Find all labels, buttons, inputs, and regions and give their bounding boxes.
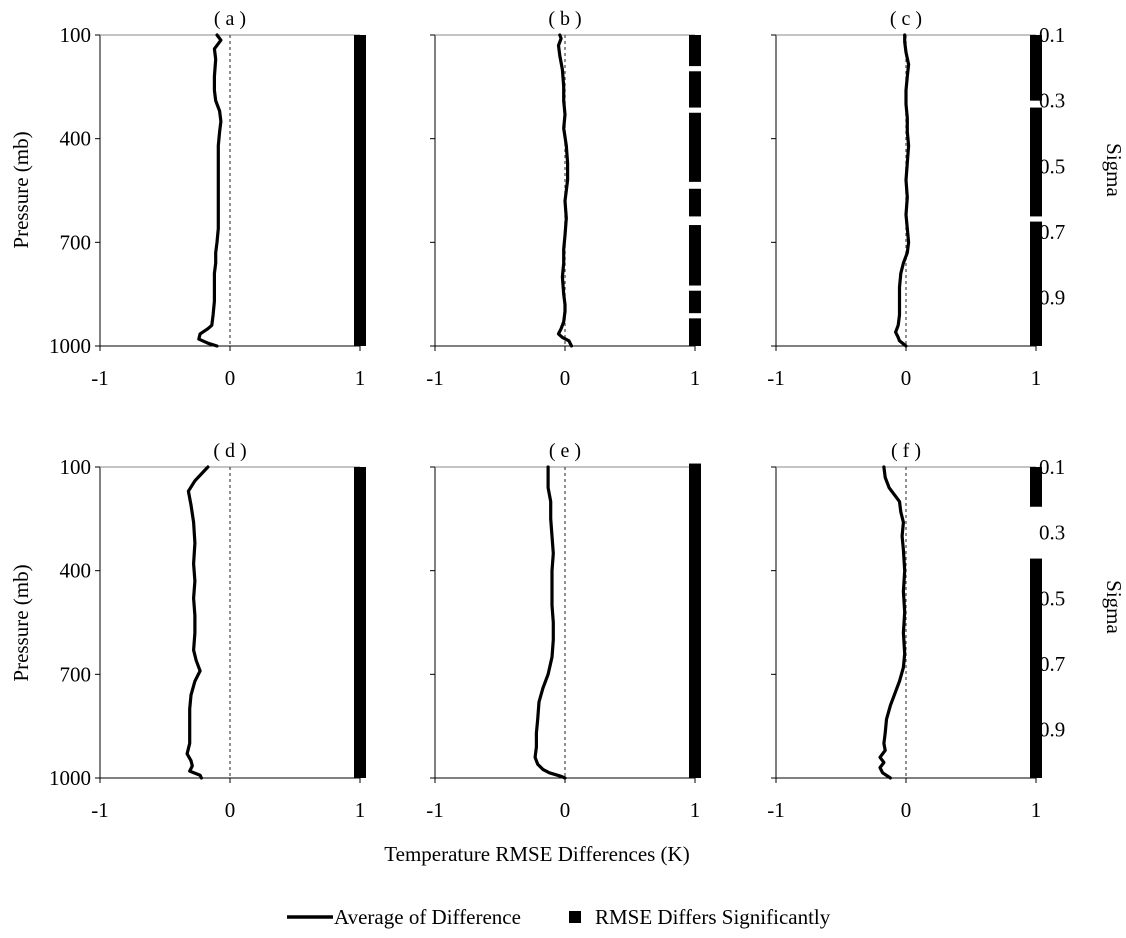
- x-tick-label: 0: [560, 798, 571, 822]
- legend-marker-swatch: [569, 911, 581, 923]
- panel-title: ( c ): [890, 8, 922, 30]
- sigma-tick-label: 0.9: [1039, 286, 1065, 310]
- significance-marker: [689, 463, 701, 778]
- significance-marker: [689, 225, 701, 286]
- significance-marker: [1030, 558, 1042, 778]
- y-tick-label: 700: [60, 230, 92, 254]
- significance-marker: [689, 188, 701, 217]
- y-tick-label: 400: [60, 559, 92, 583]
- x-tick-label: 1: [355, 366, 366, 390]
- significance-marker: [1030, 467, 1042, 507]
- x-tick-label: 0: [901, 798, 912, 822]
- significance-marker: [689, 290, 701, 314]
- panel-title: ( e ): [549, 440, 581, 462]
- legend: Average of Difference RMSE Differs Signi…: [287, 905, 831, 929]
- x-tick-label: 1: [1031, 798, 1042, 822]
- x-tick-label: 0: [225, 798, 236, 822]
- y-tick-label: 700: [60, 662, 92, 686]
- panel-f: -1 0 1 0.1 0.3 0.5 0.7 0.9 ( f ): [767, 440, 1065, 822]
- significance-marker: [689, 318, 701, 346]
- panel-c: -1 0 1 0.1 0.3 0.5 0.7 0.9 ( c ): [767, 8, 1065, 390]
- panel-title: ( b ): [548, 8, 581, 30]
- sigma-tick-label: 0.7: [1039, 652, 1065, 676]
- x-tick-label: -1: [426, 798, 444, 822]
- y-tick-label: 1000: [49, 766, 91, 790]
- y-tick-label: 100: [60, 455, 92, 479]
- average-difference-line: [185, 465, 210, 780]
- y-tick-label: 100: [60, 23, 92, 47]
- sigma-axis-title-bottom: Sigma: [1102, 580, 1126, 634]
- average-difference-line: [533, 465, 567, 780]
- sigma-tick-label: 0.7: [1039, 220, 1065, 244]
- x-tick-label: -1: [767, 366, 785, 390]
- sigma-tick-label: 0.1: [1039, 455, 1065, 479]
- legend-line-label: Average of Difference: [334, 905, 521, 929]
- significance-marker: [689, 112, 701, 182]
- significance-marker: [354, 467, 366, 778]
- significance-marker: [689, 35, 701, 67]
- x-tick-label: -1: [426, 366, 444, 390]
- x-tick-label: -1: [767, 798, 785, 822]
- x-tick-label: 1: [355, 798, 366, 822]
- x-tick-label: -1: [91, 366, 109, 390]
- legend-marker-label: RMSE Differs Significantly: [595, 905, 831, 929]
- x-tick-label: 0: [901, 366, 912, 390]
- sigma-tick-label: 0.5: [1039, 154, 1065, 178]
- y-axis-title-top: Pressure (mb): [9, 131, 33, 248]
- x-tick-label: 0: [225, 366, 236, 390]
- x-tick-label: 1: [1031, 366, 1042, 390]
- panel-b: -1 0 1 ( b ): [426, 8, 701, 390]
- x-axis-title: Temperature RMSE Differences (K): [384, 842, 689, 866]
- average-difference-line: [878, 465, 907, 780]
- sigma-axis-title-top: Sigma: [1102, 143, 1126, 197]
- average-difference-line: [894, 33, 911, 348]
- sigma-tick-label: 0.3: [1039, 89, 1065, 113]
- sigma-tick-label: 0.1: [1039, 23, 1065, 47]
- x-tick-label: 1: [690, 366, 701, 390]
- y-tick-label: 400: [60, 127, 92, 151]
- panel-title: ( f ): [891, 440, 921, 462]
- panel-title: ( a ): [214, 8, 246, 30]
- sigma-tick-label: 0.5: [1039, 586, 1065, 610]
- significance-marker: [689, 71, 701, 108]
- y-axis-title-bottom: Pressure (mb): [9, 564, 33, 681]
- panel-e: -1 0 1 ( e ): [426, 440, 701, 822]
- significance-marker: [1030, 221, 1042, 346]
- average-difference-line: [556, 33, 574, 348]
- panel-title: ( d ): [213, 440, 246, 462]
- average-difference-line: [197, 33, 223, 348]
- significance-marker: [1030, 35, 1042, 101]
- x-tick-label: 1: [690, 798, 701, 822]
- sigma-tick-label: 0.9: [1039, 718, 1065, 742]
- y-tick-label: 1000: [49, 334, 91, 358]
- panel-a: 100 400 700 1000-1 0 1 ( a ): [49, 8, 366, 390]
- panel-d: 100 400 700 1000-1 0 1 ( d ): [49, 440, 366, 822]
- x-tick-label: 0: [560, 366, 571, 390]
- significance-marker: [354, 35, 366, 346]
- x-tick-label: -1: [91, 798, 109, 822]
- significance-marker: [1030, 107, 1042, 217]
- sigma-tick-label: 0.3: [1039, 521, 1065, 545]
